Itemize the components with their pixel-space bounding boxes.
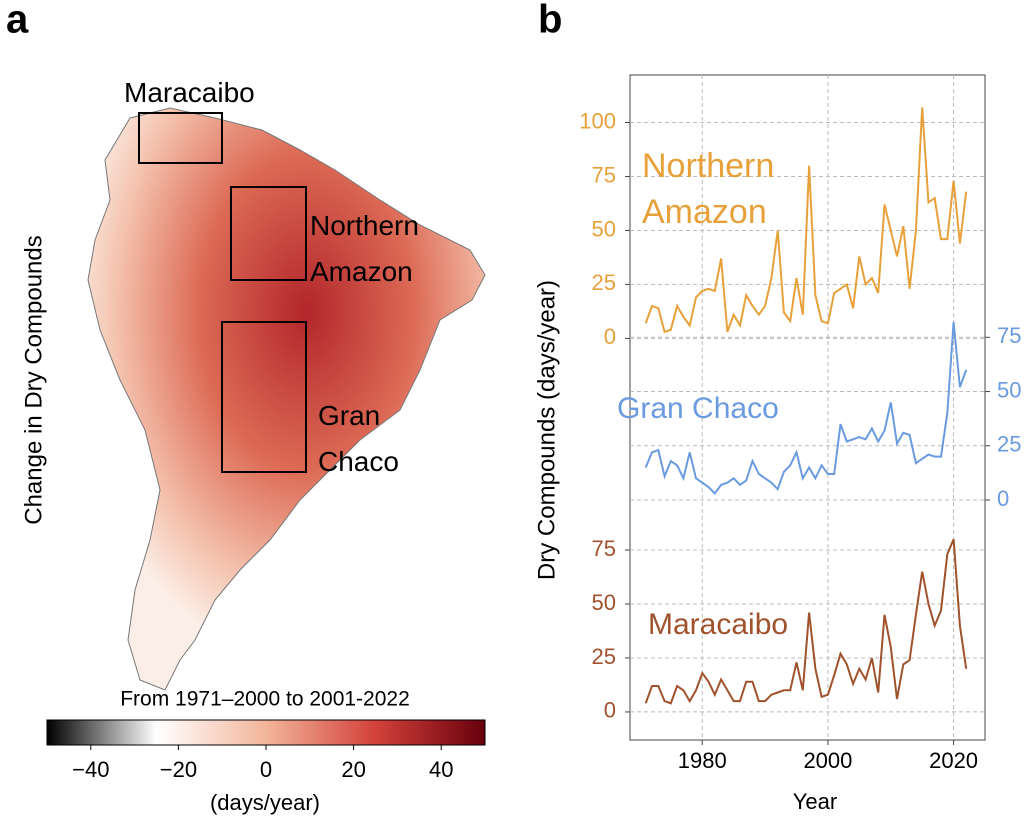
- y-tick-label: 75: [997, 323, 1021, 348]
- series-label: Northern Amazon: [642, 147, 775, 231]
- plot-frame: [629, 74, 986, 741]
- x-tick-label: 1980: [678, 748, 727, 773]
- x-tick-label: 2000: [803, 748, 852, 773]
- region-label: Gran Chaco: [318, 400, 399, 477]
- y-axis-label: Change in Dry Compounds: [20, 235, 47, 525]
- colorbar-tick-label: 0: [260, 757, 272, 782]
- series-label: Gran Chaco: [617, 392, 779, 425]
- y-axis-label: Dry Compounds (days/year): [533, 280, 560, 580]
- y-tick-label: 75: [592, 162, 616, 187]
- colorbar-tick-label: 40: [429, 757, 453, 782]
- colorbar-tick-label: 20: [341, 757, 365, 782]
- y-tick-label: 50: [592, 216, 616, 241]
- region-label: Maracaibo: [124, 77, 255, 108]
- panel-label: a: [6, 0, 29, 42]
- region-box: [221, 321, 307, 473]
- colorbar-label: (days/year): [210, 790, 320, 815]
- panel-label: b: [538, 0, 562, 42]
- y-tick-label: 100: [579, 108, 616, 133]
- continent: [87, 107, 486, 691]
- y-tick-label: 0: [604, 698, 616, 723]
- colorbar-tick-label: −20: [160, 757, 197, 782]
- colorbar: [46, 719, 486, 746]
- region-box: [138, 112, 223, 164]
- series-line: [644, 107, 968, 334]
- y-tick-label: 0: [997, 486, 1009, 511]
- y-tick-label: 50: [592, 590, 616, 615]
- y-tick-label: 25: [592, 270, 616, 295]
- y-tick-label: 25: [592, 644, 616, 669]
- series-line: [644, 322, 968, 496]
- y-tick-label: 0: [604, 324, 616, 349]
- x-tick-label: 2020: [929, 748, 978, 773]
- region-box: [230, 186, 307, 281]
- x-axis-label: Year: [793, 789, 837, 814]
- series-line: [644, 538, 968, 705]
- colorbar-title: From 1971–2000 to 2001-2022: [120, 688, 410, 711]
- colorbar-tick-label: −40: [72, 757, 109, 782]
- series-label: Maracaibo: [648, 608, 789, 641]
- y-tick-label: 25: [997, 432, 1021, 457]
- y-tick-label: 75: [592, 536, 616, 561]
- region-label: Northern Amazon: [310, 210, 419, 287]
- y-tick-label: 50: [997, 377, 1021, 402]
